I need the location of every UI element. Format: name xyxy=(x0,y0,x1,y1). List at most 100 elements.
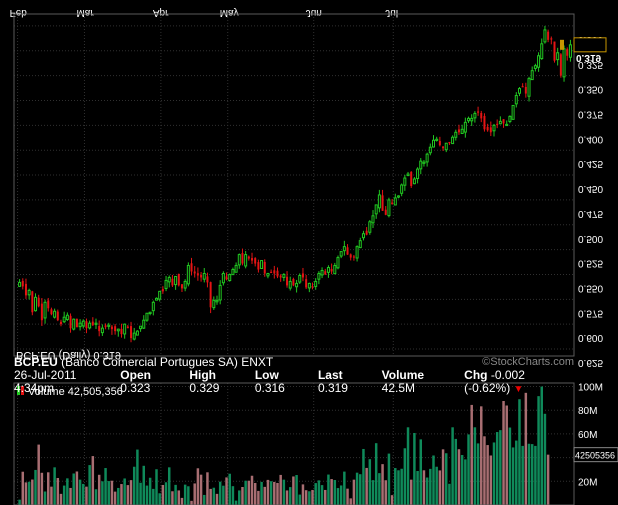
price-y-tick-label: 0.450 xyxy=(578,183,603,194)
volume-bar xyxy=(464,459,467,505)
volume-bar xyxy=(18,499,21,505)
volume-bar xyxy=(276,482,279,505)
candle-body xyxy=(75,318,78,328)
change-label: Chg xyxy=(464,368,488,382)
watermark[interactable]: ©StockCharts.com xyxy=(482,356,574,368)
price-grid xyxy=(14,14,574,356)
candle-body xyxy=(212,299,216,309)
candle-body xyxy=(53,310,57,318)
volume-bar xyxy=(250,475,254,505)
candle-body xyxy=(273,270,276,274)
volume-bar xyxy=(489,455,493,505)
candle-body xyxy=(161,289,164,292)
volume-bar xyxy=(467,434,470,505)
volume-bar xyxy=(238,490,241,505)
candle-body xyxy=(311,286,314,288)
volume-bar xyxy=(413,432,416,505)
volume-bar xyxy=(196,468,200,505)
candle-body xyxy=(393,197,397,206)
volume-bar xyxy=(416,471,419,505)
volume-bar xyxy=(330,479,333,505)
candle-body xyxy=(40,303,43,321)
price-x-tick-label: May xyxy=(220,7,239,18)
company-name: (Banco Comercial Portugues SA) xyxy=(61,355,238,369)
volume-bar xyxy=(241,486,244,505)
volume-bar xyxy=(101,481,104,505)
candle-body xyxy=(406,173,410,177)
volume-bar xyxy=(524,392,528,505)
down-triangle-icon: ▼ xyxy=(513,384,524,395)
volume-bar xyxy=(72,473,75,505)
candle-body xyxy=(387,199,391,217)
candle-body xyxy=(59,321,62,325)
candle-body xyxy=(400,184,404,194)
volume-bar xyxy=(346,488,349,505)
volume-last-box xyxy=(573,447,618,463)
volume-bar xyxy=(75,471,79,505)
volume-bar xyxy=(171,491,174,505)
candle-body xyxy=(314,280,318,287)
candle-body xyxy=(527,78,531,97)
volume-bar xyxy=(486,445,489,505)
candle-body xyxy=(135,330,139,336)
candle-body xyxy=(21,280,24,287)
candle-body xyxy=(43,301,47,319)
candle-body xyxy=(69,315,72,329)
candle-body xyxy=(114,326,117,332)
volume-bar xyxy=(97,474,101,505)
candle-body xyxy=(562,48,566,78)
candle-body xyxy=(483,115,486,130)
volume-bar xyxy=(419,439,423,505)
candle-body xyxy=(428,146,432,154)
candle-body xyxy=(324,271,327,275)
candle-body xyxy=(448,141,451,144)
candle-body xyxy=(37,297,40,307)
candle-body xyxy=(94,322,98,325)
volume-bar xyxy=(244,480,247,505)
volume-bar xyxy=(454,438,458,505)
candle-body xyxy=(470,117,474,122)
candle-body xyxy=(352,256,355,258)
volume-bar xyxy=(476,443,480,505)
candle-body xyxy=(416,168,420,180)
candle-body xyxy=(27,289,31,296)
quote-datetime: 26-Jul-2011 4:34pm xyxy=(14,369,108,396)
volume-bar xyxy=(27,481,31,505)
candle-body xyxy=(148,311,152,314)
info-strip: BCP.EU (Banco Comercial Portugues SA) EN… xyxy=(14,355,574,396)
candle-body xyxy=(336,257,340,269)
volume-bar xyxy=(483,436,486,505)
candle-body xyxy=(320,270,324,276)
last-value: 0.319 xyxy=(317,381,348,395)
candle-body xyxy=(62,316,66,323)
volume-bar xyxy=(505,405,508,505)
volume-bar xyxy=(123,478,126,505)
candle-body xyxy=(72,318,76,330)
candle-body xyxy=(412,178,416,185)
volume-bar xyxy=(209,488,212,505)
volume-bar xyxy=(384,480,387,505)
volume-bar xyxy=(387,453,391,505)
price-y-tick-label: 0.325 xyxy=(578,59,603,70)
candle-body xyxy=(107,324,111,327)
volume-bar xyxy=(432,455,435,505)
candle-body xyxy=(31,291,34,313)
price-y-tick-label: 0.375 xyxy=(578,108,603,119)
candle-body xyxy=(559,54,562,76)
volume-bar xyxy=(263,486,266,505)
volume-bar xyxy=(492,442,496,505)
volume-bar xyxy=(273,481,276,505)
last-price-text: 0.319 xyxy=(576,52,601,63)
candle-body xyxy=(556,52,560,61)
candle-body xyxy=(171,278,174,286)
volume-bar xyxy=(187,486,190,505)
volume-bar xyxy=(288,487,292,505)
volume-bar xyxy=(540,386,543,505)
volume-y-tick-label: 60M xyxy=(578,430,597,441)
volume-last-tag: 42505356 xyxy=(573,447,618,463)
candle-body xyxy=(384,209,387,215)
open-field: Open 0.323 xyxy=(120,369,177,396)
volume-bar xyxy=(136,449,139,505)
candle-body xyxy=(50,309,53,315)
volume-bar xyxy=(145,485,149,505)
